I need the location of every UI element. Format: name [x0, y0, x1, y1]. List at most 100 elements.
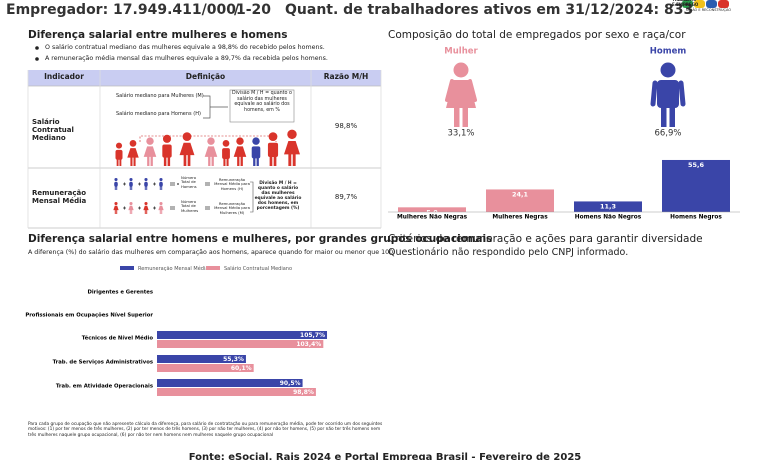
person-leg — [129, 185, 131, 190]
person-body — [222, 148, 230, 160]
person-body — [143, 205, 149, 211]
legend-swatch — [206, 266, 220, 270]
bullet-text: A remuneração média mensal das mulheres … — [45, 55, 328, 62]
person-head — [115, 142, 123, 149]
person-body — [204, 146, 218, 157]
footnote: Para cada grupo de ocupação que não apre… — [28, 422, 383, 438]
logo-text: UNIÃO E RECONSTRUÇÃO — [686, 8, 732, 12]
person-body — [283, 140, 301, 155]
person-body — [158, 205, 164, 211]
table-header: Definição — [185, 72, 226, 81]
person-leg — [256, 155, 259, 166]
bar — [157, 340, 324, 348]
person-leg — [269, 153, 273, 166]
table-header-bg — [28, 70, 381, 86]
person-body — [115, 149, 123, 160]
indicator: Salário Contratual Mediano — [32, 118, 74, 143]
brace — [203, 95, 228, 119]
definition-text: Salário mediano para Mulheres (M) — [116, 93, 204, 99]
person-leg — [163, 154, 167, 166]
person-leg — [114, 185, 116, 190]
person-icon — [127, 140, 139, 166]
person-leg — [131, 209, 133, 214]
person-leg — [144, 185, 146, 190]
person-leg — [146, 185, 148, 190]
bar — [398, 207, 466, 212]
logo-shape — [706, 0, 717, 8]
person-leg — [292, 152, 296, 166]
figure-leg — [661, 106, 667, 127]
logo-shape — [682, 0, 693, 8]
person-icon — [143, 137, 157, 166]
bullet — [35, 46, 39, 50]
person-head — [129, 178, 133, 182]
person-body — [129, 181, 133, 187]
x-tick-label: Homens Negros — [670, 215, 722, 221]
logo-shape — [694, 0, 705, 8]
person-icon — [115, 142, 123, 166]
bar — [157, 364, 254, 372]
person-icon — [128, 202, 134, 214]
person-icon — [251, 137, 261, 166]
bar — [574, 201, 642, 212]
legend-swatch — [120, 266, 134, 270]
person-head — [162, 134, 172, 143]
definition-text: Número Total de Homens — [181, 175, 197, 189]
figure — [650, 62, 686, 127]
person-icon — [162, 134, 172, 166]
figure-leg — [462, 106, 468, 127]
person-head — [182, 132, 192, 141]
person-leg — [144, 209, 146, 214]
person-icon — [129, 178, 133, 190]
person-leg — [114, 209, 116, 214]
bar-value: 103,4% — [296, 341, 321, 348]
header-separator: / — [234, 2, 240, 18]
indicator: Remuneração Mensal Média — [32, 189, 87, 206]
person-body — [233, 146, 247, 157]
person-icon — [283, 129, 301, 166]
definition-text: Divisão M / H = quanto o salário das mul… — [254, 181, 302, 212]
person-head — [252, 137, 260, 145]
chart-subtitle: A diferença (%) do salário das mulheres … — [28, 249, 396, 256]
person-icon — [114, 178, 118, 190]
person-body — [113, 205, 119, 211]
figure-value: 66,9% — [654, 129, 681, 139]
person-icon — [158, 202, 164, 214]
figure-head — [660, 62, 676, 78]
person-icon — [144, 178, 148, 190]
person-icon — [159, 178, 163, 190]
bar — [157, 355, 246, 363]
person-head — [129, 202, 133, 206]
person-body — [114, 181, 118, 187]
person-head — [159, 178, 163, 182]
person-leg — [133, 156, 136, 166]
person-leg — [237, 155, 240, 166]
person-head — [159, 202, 163, 206]
x-tick-label: Homens Não Negros — [575, 215, 642, 221]
figure-arms — [445, 79, 477, 102]
bar-value: 5,0 — [426, 208, 438, 216]
category-label: Dirigentes e Gerentes — [87, 290, 153, 296]
section-title: Diferença salarial entre mulheres e home… — [28, 29, 288, 41]
person-leg — [161, 209, 163, 214]
table-header: Razão M/H — [323, 72, 369, 81]
bullet-text: O salário contratual mediano das mulhere… — [45, 44, 325, 51]
definition-text: Salário mediano para Homens (H) — [116, 111, 201, 117]
person-head — [236, 137, 244, 145]
figure-head — [453, 62, 469, 78]
ratio: 98,8% — [334, 122, 358, 130]
person-leg — [288, 152, 292, 166]
person-head — [207, 137, 215, 145]
logo-text: E EMPREGO — [672, 2, 699, 7]
person-leg — [116, 157, 119, 166]
person-leg — [130, 156, 133, 166]
chart-title: Diferença salarial entre homens e mulher… — [28, 233, 493, 245]
category-label: Trab. em Atividade Operacionais — [56, 384, 153, 390]
person-leg — [161, 185, 163, 190]
person-body — [162, 144, 172, 158]
bar-value: 90,5% — [280, 380, 301, 387]
brace — [250, 181, 254, 213]
person-leg — [119, 157, 122, 166]
person-head — [144, 202, 148, 206]
